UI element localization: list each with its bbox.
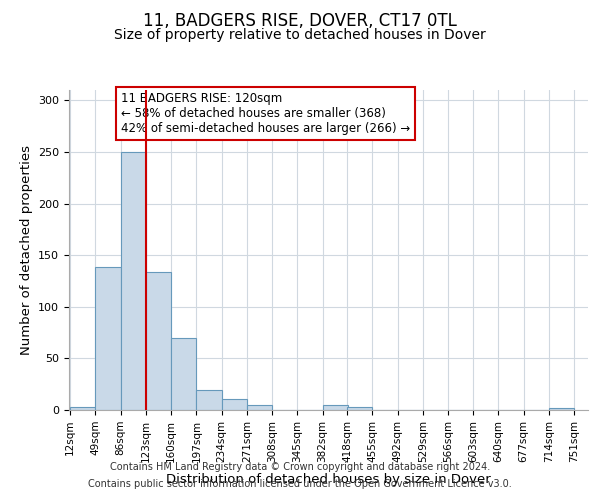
- X-axis label: Distribution of detached houses by size in Dover: Distribution of detached houses by size …: [166, 473, 491, 486]
- Bar: [146, 272, 171, 410]
- Bar: [247, 405, 272, 410]
- Bar: [549, 408, 574, 410]
- Bar: [221, 398, 247, 410]
- Y-axis label: Number of detached properties: Number of detached properties: [20, 145, 32, 355]
- Text: Size of property relative to detached houses in Dover: Size of property relative to detached ho…: [114, 28, 486, 42]
- Bar: [70, 407, 95, 410]
- Text: Contains HM Land Registry data © Crown copyright and database right 2024.: Contains HM Land Registry data © Crown c…: [110, 462, 490, 472]
- Text: 11 BADGERS RISE: 120sqm
← 58% of detached houses are smaller (368)
42% of semi-d: 11 BADGERS RISE: 120sqm ← 58% of detache…: [121, 92, 410, 135]
- Bar: [121, 152, 146, 410]
- Bar: [95, 266, 121, 410]
- Bar: [196, 390, 221, 410]
- Text: Contains public sector information licensed under the Open Government Licence v3: Contains public sector information licen…: [88, 479, 512, 489]
- Bar: [171, 338, 196, 410]
- Bar: [347, 407, 373, 410]
- Bar: [323, 405, 348, 410]
- Text: 11, BADGERS RISE, DOVER, CT17 0TL: 11, BADGERS RISE, DOVER, CT17 0TL: [143, 12, 457, 30]
